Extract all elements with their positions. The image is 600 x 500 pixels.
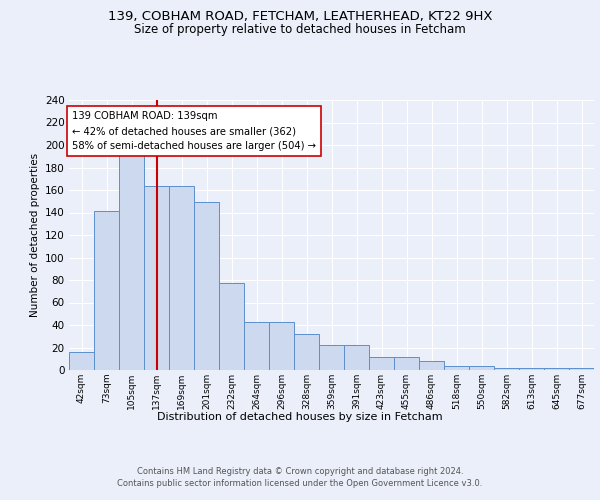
Bar xyxy=(69,352,94,370)
Text: Size of property relative to detached houses in Fetcham: Size of property relative to detached ho… xyxy=(134,22,466,36)
Bar xyxy=(444,366,469,370)
Bar xyxy=(169,186,194,370)
Bar xyxy=(369,356,394,370)
Bar xyxy=(344,345,369,370)
Bar xyxy=(244,322,269,370)
Text: Contains public sector information licensed under the Open Government Licence v3: Contains public sector information licen… xyxy=(118,479,482,488)
Bar xyxy=(419,361,444,370)
Bar xyxy=(394,356,419,370)
Bar xyxy=(469,366,494,370)
Bar xyxy=(119,145,144,370)
Bar xyxy=(144,186,169,370)
Text: 139, COBHAM ROAD, FETCHAM, LEATHERHEAD, KT22 9HX: 139, COBHAM ROAD, FETCHAM, LEATHERHEAD, … xyxy=(108,10,492,23)
Bar xyxy=(319,345,344,370)
Bar xyxy=(94,212,119,370)
Bar xyxy=(569,368,594,370)
Bar xyxy=(294,334,319,370)
Text: 139 COBHAM ROAD: 139sqm
← 42% of detached houses are smaller (362)
58% of semi-d: 139 COBHAM ROAD: 139sqm ← 42% of detache… xyxy=(71,112,316,151)
Bar xyxy=(194,202,219,370)
Y-axis label: Number of detached properties: Number of detached properties xyxy=(29,153,40,317)
Bar xyxy=(519,368,544,370)
Bar xyxy=(219,284,244,370)
Text: Distribution of detached houses by size in Fetcham: Distribution of detached houses by size … xyxy=(157,412,443,422)
Bar xyxy=(494,368,519,370)
Text: Contains HM Land Registry data © Crown copyright and database right 2024.: Contains HM Land Registry data © Crown c… xyxy=(137,468,463,476)
Bar xyxy=(544,368,569,370)
Bar xyxy=(269,322,294,370)
